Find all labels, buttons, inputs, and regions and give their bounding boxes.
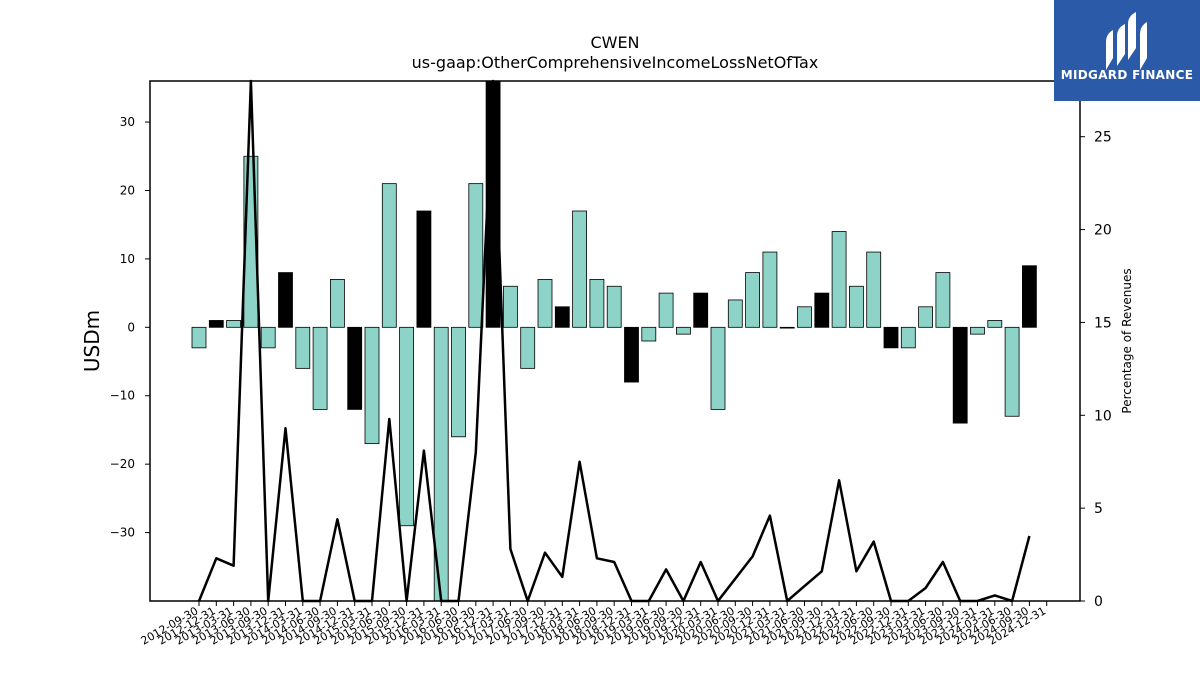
bar bbox=[797, 306, 812, 328]
bar bbox=[554, 306, 570, 328]
bar bbox=[416, 210, 432, 328]
y-right-tick-label: 0 bbox=[1094, 594, 1103, 610]
chart-title: CWEN bbox=[590, 33, 639, 52]
y-right-tick-label: 5 bbox=[1094, 501, 1103, 517]
bar bbox=[329, 279, 345, 328]
plot-frame bbox=[149, 80, 1081, 602]
y-right-tick-label: 15 bbox=[1094, 315, 1112, 331]
bar bbox=[624, 326, 639, 383]
midgard-finance-logo: MIDGARD FINANCE bbox=[1054, 0, 1200, 101]
bar bbox=[520, 326, 536, 369]
bar bbox=[451, 326, 466, 438]
bar bbox=[831, 231, 847, 328]
y-right-tick-label: 10 bbox=[1094, 408, 1112, 424]
bar bbox=[295, 326, 311, 369]
bar bbox=[208, 320, 224, 328]
bar bbox=[641, 326, 657, 342]
bar bbox=[278, 272, 293, 328]
bar bbox=[399, 326, 415, 527]
y-axis-label: USDm bbox=[80, 310, 104, 372]
y-tick-label: 10 bbox=[120, 252, 135, 266]
y-right-tick-label: 25 bbox=[1094, 130, 1112, 146]
y-axis-label-right: Percentage of Revenues bbox=[1120, 268, 1134, 413]
bar bbox=[779, 326, 795, 329]
bar bbox=[952, 326, 968, 424]
bar bbox=[676, 326, 691, 335]
y-tick-label: 30 bbox=[120, 115, 135, 129]
y-tick-label: 20 bbox=[120, 183, 135, 197]
y-tick-label: −10 bbox=[110, 389, 135, 403]
bar bbox=[572, 210, 587, 328]
bar bbox=[727, 299, 743, 328]
bar bbox=[606, 285, 622, 328]
bar bbox=[347, 326, 363, 410]
bar bbox=[1004, 326, 1020, 417]
bar bbox=[658, 292, 674, 328]
bar bbox=[260, 326, 276, 349]
bar bbox=[866, 251, 882, 328]
bar bbox=[226, 320, 242, 328]
bar bbox=[364, 326, 380, 445]
bar bbox=[849, 285, 864, 328]
bar bbox=[970, 326, 985, 335]
bar bbox=[935, 272, 951, 328]
bar bbox=[589, 279, 605, 328]
y-tick-label: −30 bbox=[110, 526, 135, 540]
plot-area: −30−20−10010203005101520252012-09-302012… bbox=[110, 79, 1112, 648]
y-right-tick-label: 20 bbox=[1094, 223, 1112, 239]
bar bbox=[381, 183, 397, 328]
bar bbox=[312, 326, 328, 410]
bar bbox=[900, 326, 916, 349]
chart-subtitle: us-gaap:OtherComprehensiveIncomeLossNetO… bbox=[412, 53, 819, 72]
bar bbox=[693, 292, 709, 328]
bar bbox=[918, 306, 933, 328]
bar bbox=[191, 326, 207, 349]
y-tick-label: −20 bbox=[110, 457, 135, 471]
bar bbox=[762, 251, 778, 328]
bar bbox=[537, 279, 553, 328]
bar bbox=[883, 326, 899, 349]
bar bbox=[745, 272, 760, 328]
bar bbox=[1022, 265, 1037, 328]
logo-text: MIDGARD FINANCE bbox=[1060, 68, 1194, 82]
bar bbox=[710, 326, 726, 410]
logo-mark-icon bbox=[1106, 12, 1147, 70]
bar bbox=[502, 285, 518, 328]
bar bbox=[468, 183, 484, 328]
bar bbox=[987, 320, 1003, 328]
bar bbox=[814, 292, 830, 328]
y-tick-label: 0 bbox=[127, 320, 135, 334]
